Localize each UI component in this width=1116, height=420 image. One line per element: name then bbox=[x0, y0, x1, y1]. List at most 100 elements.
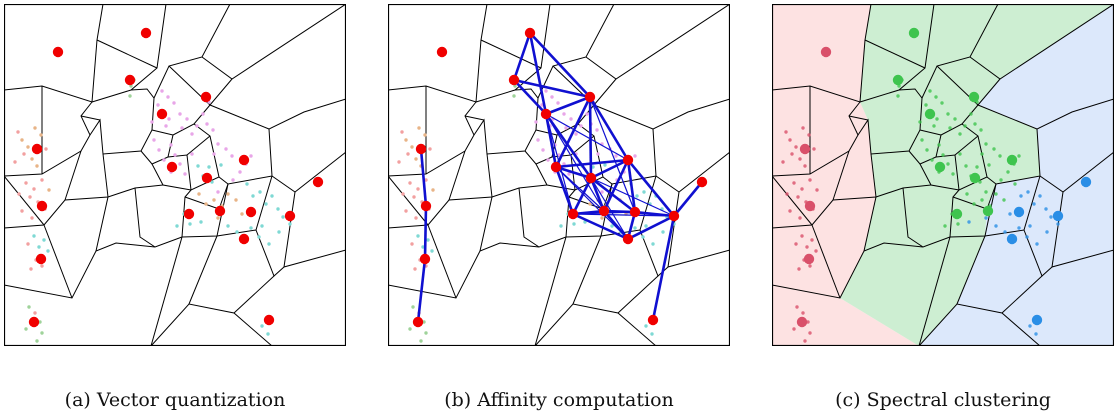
affinity-edge bbox=[590, 176, 636, 214]
affinity-edge bbox=[590, 177, 675, 217]
voronoi-cell-border bbox=[479, 196, 493, 252]
voronoi-cell-border bbox=[918, 236, 951, 346]
data-sample-point bbox=[424, 331, 428, 335]
voronoi-cell-border bbox=[919, 129, 942, 136]
centroid-point bbox=[36, 200, 48, 212]
data-sample-point bbox=[210, 180, 214, 184]
voronoi-cell-border bbox=[91, 4, 167, 103]
voronoi-cell-border bbox=[464, 115, 485, 121]
data-sample-point bbox=[281, 215, 285, 219]
data-sample-point bbox=[178, 112, 182, 116]
voronoi-cell-border bbox=[534, 236, 567, 346]
affinity-edge bbox=[555, 165, 592, 180]
data-sample-point bbox=[196, 164, 200, 168]
data-sample-point bbox=[20, 209, 24, 213]
data-sample-point bbox=[788, 209, 792, 213]
affinity-graph bbox=[388, 4, 730, 346]
data-sample-point bbox=[800, 234, 804, 238]
region-cluster-blue bbox=[919, 4, 1114, 346]
data-sample-point bbox=[794, 145, 798, 149]
affinity-edge bbox=[627, 214, 675, 241]
data-sample-point bbox=[925, 148, 929, 152]
voronoi-cell-border bbox=[102, 153, 109, 198]
centroid-point bbox=[629, 206, 641, 218]
data-sample-point bbox=[808, 264, 812, 268]
data-sample-point bbox=[26, 242, 30, 246]
data-sample-point bbox=[579, 124, 583, 128]
data-sample-point bbox=[534, 120, 538, 124]
data-sample-point bbox=[562, 112, 566, 116]
affinity-edge bbox=[572, 213, 675, 217]
voronoi-cell-border bbox=[514, 4, 615, 99]
voronoi-cell-border bbox=[268, 98, 346, 177]
data-sample-point bbox=[231, 178, 235, 182]
data-sample-point bbox=[800, 187, 804, 191]
data-sample-point bbox=[1003, 230, 1007, 234]
data-sample-point bbox=[39, 133, 43, 137]
voronoi-cell-border bbox=[772, 189, 960, 299]
data-sample-point bbox=[980, 152, 984, 156]
centroid-point bbox=[214, 205, 226, 217]
affinity-edge bbox=[554, 166, 575, 215]
centroid-point bbox=[668, 210, 680, 222]
data-sample-point bbox=[258, 190, 262, 194]
data-sample-point bbox=[180, 126, 184, 130]
voronoi-cell-border bbox=[811, 224, 841, 299]
voronoi-cell-border bbox=[652, 98, 730, 177]
data-sample-point bbox=[951, 172, 955, 176]
voronoi-cell-border bbox=[283, 191, 296, 268]
data-sample-point bbox=[920, 138, 924, 142]
voronoi-cell-border bbox=[388, 101, 477, 177]
voronoi-cell-border bbox=[255, 175, 273, 231]
data-sample-point bbox=[801, 311, 805, 315]
data-sample-point bbox=[428, 147, 432, 151]
centroid-point bbox=[166, 161, 178, 173]
data-sample-point bbox=[964, 164, 968, 168]
data-sample-point bbox=[1032, 202, 1036, 206]
data-sample-point bbox=[230, 154, 234, 158]
data-sample-point bbox=[426, 238, 430, 242]
cluster-centroid-point bbox=[820, 46, 832, 58]
data-sample-point bbox=[940, 101, 944, 105]
data-sample-point bbox=[35, 164, 39, 168]
voronoi-cell-border bbox=[667, 191, 680, 268]
voronoi-cell-border bbox=[870, 153, 877, 198]
affinity-edge bbox=[512, 32, 532, 81]
data-sample-point bbox=[585, 112, 589, 116]
voronoi-cell-border bbox=[188, 235, 218, 305]
voronoi-cell-border bbox=[130, 4, 231, 99]
data-sample-point bbox=[924, 103, 928, 107]
data-sample-point bbox=[414, 157, 418, 161]
data-sample-point bbox=[661, 230, 665, 234]
data-sample-point bbox=[808, 331, 812, 335]
data-sample-point bbox=[980, 198, 984, 202]
panel-vector-quantization bbox=[4, 4, 346, 346]
affinity-edge bbox=[626, 159, 676, 217]
voronoi-cell-border bbox=[857, 97, 923, 155]
data-sample-point bbox=[175, 224, 179, 228]
data-sample-point bbox=[197, 192, 201, 196]
voronoi-cell-border bbox=[977, 104, 1038, 130]
data-sample-point bbox=[26, 145, 30, 149]
data-sample-point bbox=[967, 220, 971, 224]
data-sample-point bbox=[958, 152, 962, 156]
data-sample-point bbox=[35, 339, 39, 343]
centroid-point bbox=[540, 108, 552, 120]
voronoi-cell-border bbox=[448, 150, 466, 201]
voronoi-cell-border bbox=[954, 135, 979, 156]
data-sample-point bbox=[948, 126, 952, 130]
data-sample-point bbox=[226, 192, 230, 196]
data-sample-point bbox=[958, 132, 962, 136]
data-sample-point bbox=[190, 132, 194, 136]
panel-frame bbox=[772, 4, 1114, 346]
data-sample-point bbox=[37, 245, 41, 249]
data-sample-point bbox=[999, 178, 1003, 182]
data-sample-point bbox=[650, 332, 654, 336]
data-sample-point bbox=[260, 324, 264, 328]
data-sample-point bbox=[644, 224, 648, 228]
data-sample-point bbox=[994, 224, 998, 228]
data-sample-point bbox=[797, 267, 801, 271]
voronoi-cell-border bbox=[151, 129, 174, 136]
data-sample-point bbox=[157, 148, 161, 152]
centroid-point bbox=[201, 172, 213, 184]
